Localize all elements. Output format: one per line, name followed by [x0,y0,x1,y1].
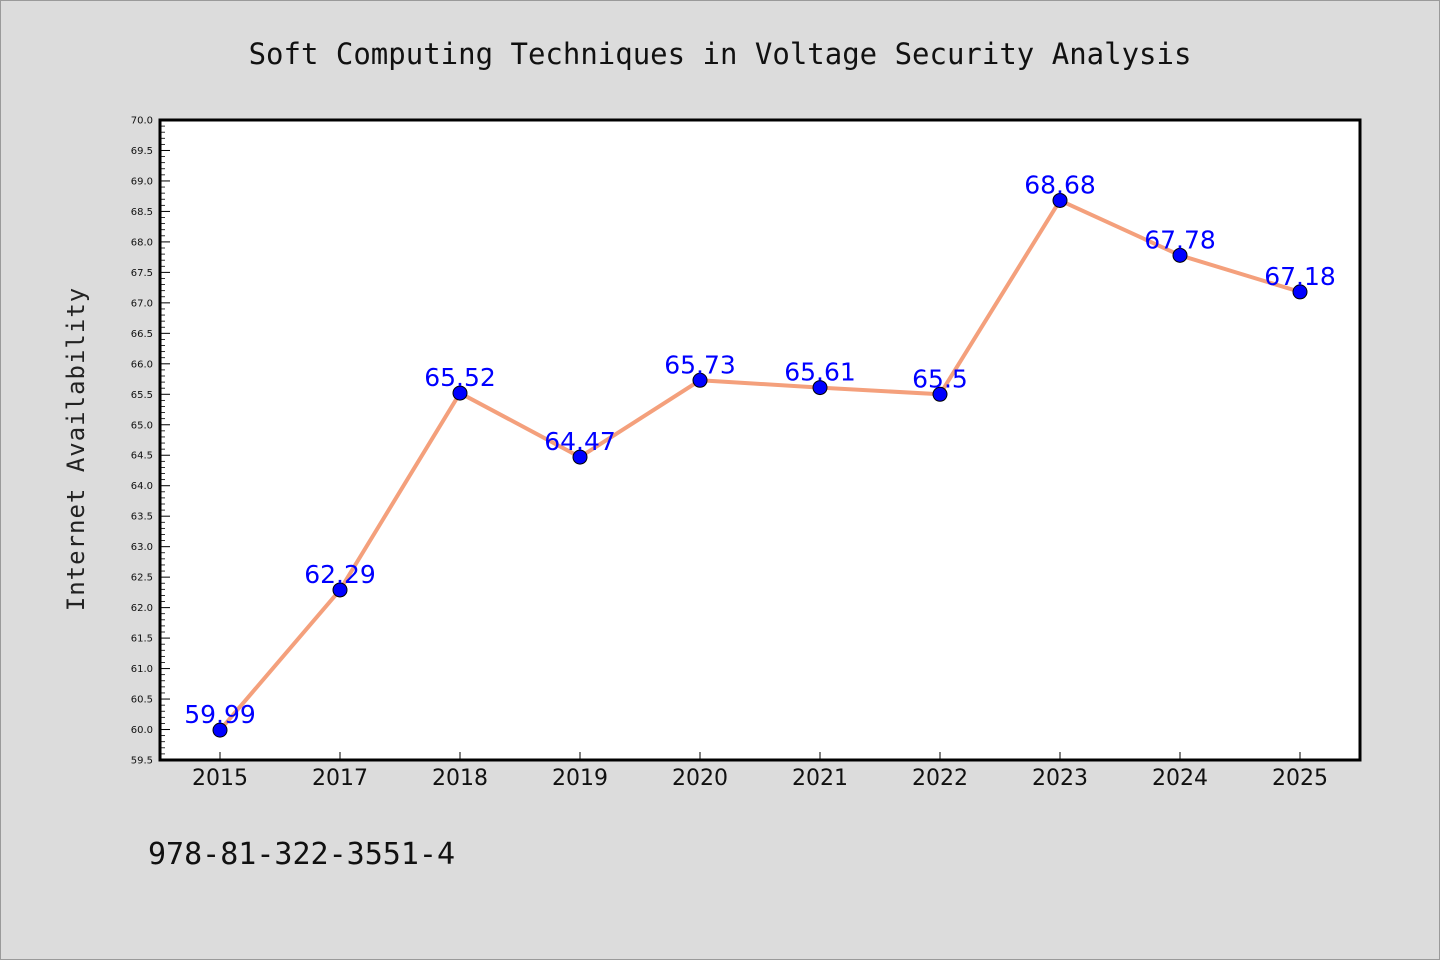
data-label: 65.73 [664,350,736,379]
x-tick-label: 2020 [672,766,728,791]
data-label: 62.29 [304,560,376,589]
y-tick-label: 70.0 [131,116,153,127]
y-tick-label: 64.0 [131,481,153,492]
data-labels: 59.99 62.29 65.52 64.47 65.73 65.61 65.5 68.68 6… [184,170,1336,729]
y-tick-label: 69.5 [131,146,153,157]
y-tick-label: 66.0 [131,359,153,370]
x-tick-label: 2024 [1152,766,1208,791]
series-group [212,192,1308,738]
data-point [1292,284,1308,300]
x-tick-label: 2017 [312,766,368,791]
plot-area [158,118,1362,762]
data-label: 67.78 [1144,225,1216,254]
y-tick-label: 64.5 [131,451,153,462]
y-tick-label: 60.0 [131,725,153,736]
x-tick-label: 2022 [912,766,968,791]
series-line [218,198,1301,732]
y-tick-label: 67.0 [131,298,153,309]
data-point [1052,192,1068,208]
x-tick-label: 2021 [792,766,848,791]
data-point [932,386,948,402]
chart-title: Soft Computing Techniques in Voltage Sec… [249,37,1192,71]
y-tick-label: 63.5 [131,512,153,523]
x-tick-label: 2015 [192,766,248,791]
y-tick-label: 61.0 [131,664,153,675]
x-tick-label: 2018 [432,766,488,791]
data-label: 65.61 [784,358,856,387]
y-tick-label: 62.0 [131,603,153,614]
data-point [452,385,468,401]
y-tick-label: 63.0 [131,542,153,553]
data-point [812,380,828,396]
data-label: 67.18 [1264,262,1336,291]
data-point [692,372,708,388]
x-axis-ticks: 2015 2017 2018 2019 2020 2021 2022 2023 2024 2025 [192,752,1328,791]
data-point [1172,247,1188,263]
y-tick-label: 65.0 [131,420,153,431]
y-tick-label: 68.0 [131,237,153,248]
x-tick-label: 2023 [1032,766,1088,791]
y-tick-label: 68.5 [131,207,153,218]
y-axis-label: Internet Availability [62,287,90,611]
x-tick-label: 2025 [1272,766,1328,791]
y-axis-ticks: 59.5 60.0 60.5 61.0 61.5 62.0 62.5 63.0 63.5 64.0… [131,116,170,767]
footer-isbn: 978-81-322-3551-4 [148,837,455,872]
y-tick-label: 69.0 [131,176,153,187]
data-label: 65.5 [912,364,968,393]
y-tick-label: 61.5 [131,634,153,645]
y-tick-label: 59.5 [131,756,153,767]
data-label: 59.99 [184,700,256,729]
y-tick-label: 67.5 [131,268,153,279]
y-tick-label: 65.5 [131,390,153,401]
y-tick-label: 60.5 [131,695,153,706]
x-tick-label: 2019 [552,766,608,791]
data-label: 65.52 [424,363,496,392]
y-tick-label: 66.5 [131,329,153,340]
data-point [572,449,588,465]
y-tick-label: 62.5 [131,573,153,584]
data-label: 64.47 [544,427,616,456]
data-point [212,722,228,738]
data-label: 68.68 [1024,170,1096,199]
data-point [332,582,348,598]
